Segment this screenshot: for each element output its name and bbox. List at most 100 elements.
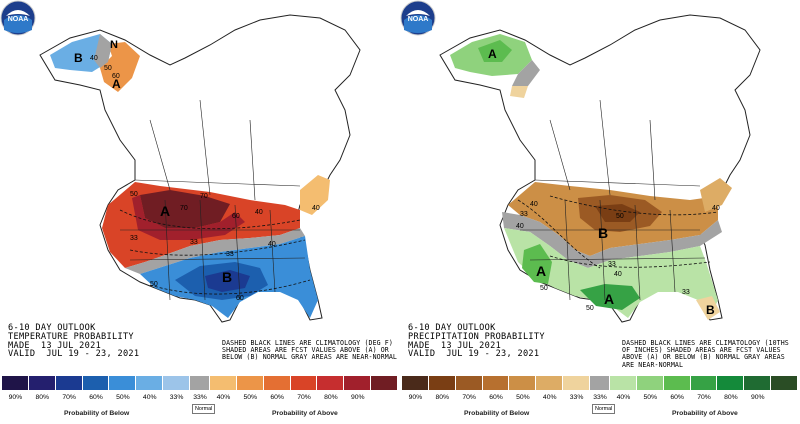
- precipitation-outlook-panel: A B A A B 40 33 40 50 33 40 50 33 40 50 …: [400, 0, 800, 372]
- temp-legend-tick-spacer: [371, 394, 398, 401]
- temp-legend-swatch-below-1: [28, 376, 56, 390]
- temp-letter-above-alaska: A: [112, 77, 121, 91]
- precip-legend-tick-above-1: 50%: [643, 394, 658, 401]
- temperature-legend-ticks: 90% 80% 70% 60% 50% 40% 33% 33% 40% 50% 60% 70% 80% 9…: [2, 394, 398, 401]
- temp-legend-tick-normal: 33%: [193, 394, 207, 401]
- precip-letter-above-gulf: A: [604, 291, 614, 307]
- temp-legend-swatch-below-5: [136, 376, 164, 390]
- precip-legend-tick-below-3: 60%: [489, 394, 503, 401]
- temp-legend-tick-above-5: 90%: [350, 394, 365, 401]
- alaska-normal-area: [512, 60, 540, 86]
- svg-text:50: 50: [130, 191, 138, 198]
- svg-text:50: 50: [540, 285, 548, 292]
- temp-letter-below-alaska: B: [74, 51, 83, 65]
- noaa-logo: NOAA: [400, 0, 436, 36]
- temp-letter-above-conus: A: [160, 203, 170, 219]
- temp-legend-tick-above-2: 60%: [270, 394, 284, 401]
- precip-legend-tick-below-4: 50%: [516, 394, 530, 401]
- precipitation-legend-swatches: [402, 376, 799, 390]
- precipitation-contour-labels: 40 33 40 50 33 40 50 33 40 50: [516, 201, 720, 312]
- precip-legend-tick-above-0: 40%: [616, 394, 631, 401]
- svg-text:70: 70: [180, 205, 188, 212]
- precip-legend-tick-normal: 33%: [593, 394, 607, 401]
- precip-letter-above-alaska: A: [488, 47, 497, 61]
- precip-legend-swatch-above-1: [636, 376, 664, 390]
- temp-legend-swatch-above-3: [290, 376, 318, 390]
- temperature-climatology-lines: [119, 209, 311, 295]
- precip-legend-swatch-above-3: [690, 376, 718, 390]
- temperature-note: DASHED BLACK LINES ARE CLIMATOLOGY (DEG …: [222, 339, 397, 362]
- temp-legend-tick-below-0: 90%: [8, 394, 23, 401]
- precip-legend-tick-above-3: 70%: [697, 394, 711, 401]
- temperature-map: A B B A N 40 50 60 70 33 40 50 60 70 33 …: [39, 14, 361, 323]
- precip-legend-tick-above-5: 90%: [750, 394, 765, 401]
- temperature-contour-labels: 40 50 60 70 33 40 50 60 70 33 40 50 60 4…: [90, 55, 320, 302]
- temperature-above-label: Probability of Above: [272, 410, 338, 417]
- svg-text:40: 40: [530, 201, 538, 208]
- temp-legend-tick-below-1: 80%: [35, 394, 50, 401]
- precip-legend-tick-below-0: 90%: [408, 394, 423, 401]
- temp-legend-swatch-above-6: [371, 376, 399, 390]
- precipitation-legend-ticks: 90% 80% 70% 60% 50% 40% 33% 33% 40% 50% 60% 70% 80% 9…: [402, 394, 798, 401]
- precipitation-note: DASHED BLACK LINES ARE CLIMATOLOGY (10TH…: [622, 339, 789, 369]
- temp-legend-swatch-above-2: [263, 376, 291, 390]
- svg-text:33: 33: [190, 239, 198, 246]
- temperature-legend: 90% 80% 70% 60% 50% 40% 33% 33% 40% 50% 60% 70% 80% 9…: [2, 374, 399, 424]
- temperature-normal-label: Normal: [192, 404, 216, 414]
- conus-normal-band: [502, 212, 722, 268]
- precip-legend-tick-spacer: [771, 394, 798, 401]
- svg-text:50: 50: [586, 305, 594, 312]
- svg-text:70: 70: [200, 193, 208, 200]
- temperature-borders: [120, 99, 306, 301]
- svg-text:40: 40: [712, 205, 720, 212]
- conus-normal-band: [125, 228, 305, 274]
- temp-legend-tick-above-3: 70%: [297, 394, 311, 401]
- northeast-above-area: [300, 175, 330, 215]
- temp-legend-tick-above-4: 80%: [324, 394, 338, 401]
- svg-text:40: 40: [90, 55, 98, 62]
- precipitation-legend: 90% 80% 70% 60% 50% 40% 33% 33% 40% 50% 60% 70% 80% 9…: [402, 374, 799, 424]
- precip-legend-swatch-below-3: [482, 376, 510, 390]
- svg-text:60: 60: [236, 295, 244, 302]
- temp-legend-swatch-above-4: [317, 376, 345, 390]
- precip-legend-swatch-above-4: [717, 376, 745, 390]
- precipitation-normal-label: Normal: [592, 404, 616, 414]
- temp-legend-swatch-below-2: [55, 376, 83, 390]
- precipitation-climatology-lines: [517, 195, 719, 269]
- alaska-above-core: [478, 40, 512, 62]
- northeast-below-light: [700, 178, 732, 212]
- svg-text:33: 33: [226, 251, 234, 258]
- precip-legend-swatch-below-5: [536, 376, 564, 390]
- alaska-normal-area: [94, 34, 112, 68]
- temp-legend-tick-below-4: 50%: [116, 394, 130, 401]
- svg-text:33: 33: [130, 235, 138, 242]
- precip-legend-tick-below-6: 33%: [569, 394, 584, 401]
- temp-legend-tick-below-6: 33%: [169, 394, 184, 401]
- precip-legend-tick-below-2: 70%: [462, 394, 476, 401]
- svg-text:50: 50: [150, 281, 158, 288]
- temp-legend-swatch-below-4: [109, 376, 137, 390]
- temp-letter-below-conus: B: [222, 269, 232, 285]
- temp-legend-swatch-below-3: [82, 376, 110, 390]
- svg-text:50: 50: [104, 65, 112, 72]
- precip-legend-tick-above-2: 60%: [670, 394, 684, 401]
- precip-legend-swatch-above-0: [610, 376, 637, 390]
- svg-text:40: 40: [516, 223, 524, 230]
- svg-text:33: 33: [608, 261, 616, 268]
- temp-legend-swatch-below-6: [163, 376, 191, 390]
- temp-legend-swatch-above-0: [210, 376, 237, 390]
- svg-text:60: 60: [232, 213, 240, 220]
- southwest-above-core: [522, 244, 552, 284]
- temp-legend-tick-above-0: 40%: [216, 394, 231, 401]
- precip-legend-swatch-above-6: [771, 376, 799, 390]
- svg-text:NOAA: NOAA: [8, 16, 29, 23]
- precip-legend-swatch-above-5: [744, 376, 772, 390]
- svg-text:40: 40: [255, 209, 263, 216]
- temp-legend-tick-above-1: 50%: [243, 394, 258, 401]
- precip-letter-above-southwest: A: [536, 263, 546, 279]
- temp-legend-tick-below-2: 70%: [62, 394, 76, 401]
- temp-legend-swatch-above-1: [236, 376, 264, 390]
- precipitation-above-label: Probability of Above: [672, 410, 738, 417]
- temp-legend-swatch-below-0: [2, 376, 29, 390]
- temp-legend-tick-below-5: 40%: [142, 394, 157, 401]
